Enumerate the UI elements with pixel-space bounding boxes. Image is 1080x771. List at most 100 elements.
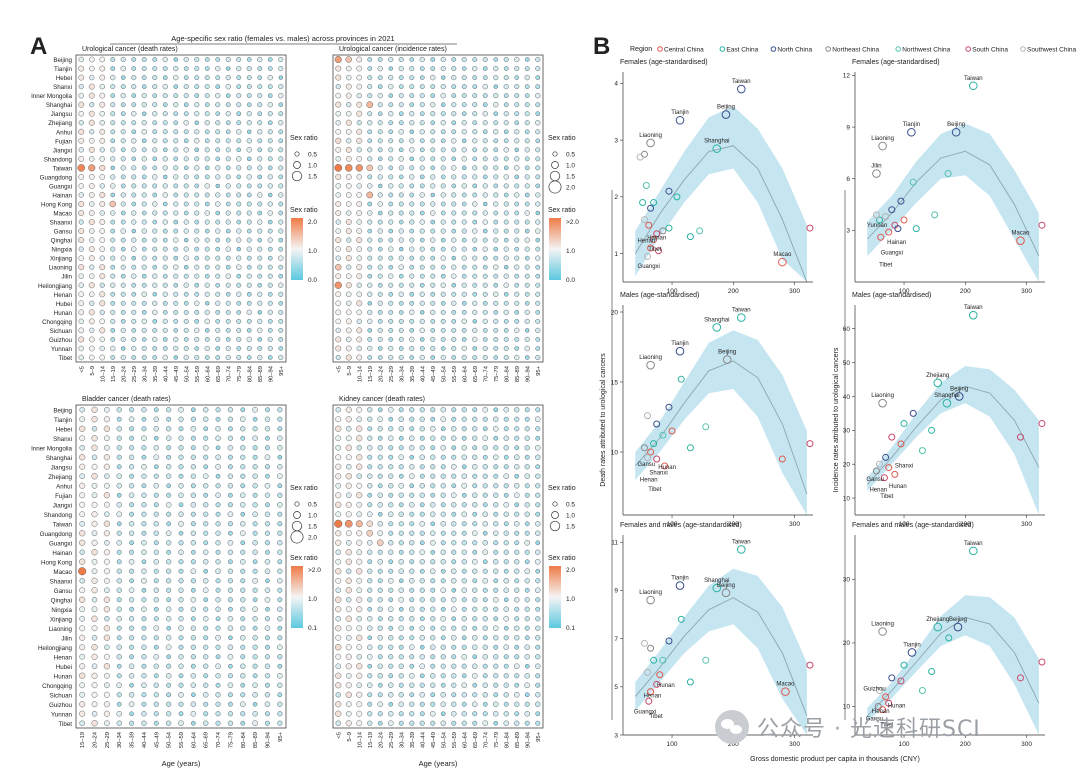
heatmap-cell [278, 318, 284, 324]
size-legend-circle [552, 151, 558, 157]
heatmap-cell [152, 66, 158, 72]
heatmap-cell [129, 473, 135, 479]
province-label: Chongqing [42, 683, 72, 690]
heatmap-cell [152, 264, 158, 270]
point-label: Taiwan [964, 541, 983, 547]
heatmap-cell [398, 219, 404, 225]
heatmap-cell [166, 483, 172, 489]
heatmap-cell [472, 464, 478, 470]
heatmap-cell [204, 336, 210, 342]
heatmap-cell [419, 129, 425, 135]
heatmap-cell [398, 502, 404, 508]
age-tick-label: 80–84 [247, 365, 253, 382]
data-point [945, 634, 953, 642]
heatmap-cell [356, 530, 363, 537]
heatmap-cell [88, 92, 95, 99]
heatmap-cell [225, 111, 231, 117]
heatmap-cell [430, 246, 436, 252]
heatmap-cell [184, 237, 189, 243]
heatmap-cell [387, 435, 394, 442]
heatmap-cell [377, 606, 383, 612]
heatmap-cell [173, 84, 178, 89]
heatmap-cell [141, 165, 147, 171]
point-label: Gansu [866, 477, 884, 483]
heatmap-cell [451, 568, 457, 574]
heatmap-cell [503, 416, 509, 422]
heatmap-cell [267, 138, 273, 144]
size-legend-circle [293, 161, 301, 169]
heatmap-cell [430, 300, 436, 306]
heatmap-cell [335, 192, 341, 198]
data-point [646, 138, 655, 148]
age-tick-label: 50–54 [184, 365, 190, 382]
province-label: Hebei [56, 426, 72, 433]
heatmap-cell [440, 327, 446, 333]
heatmap-cell [203, 701, 209, 707]
heatmap-cell [91, 663, 98, 670]
heatmap-cell [110, 291, 116, 297]
heatmap-cell [190, 502, 197, 508]
size-legend-label: 1.5 [308, 174, 317, 181]
heatmap-cell [440, 336, 446, 342]
heatmap-cell [367, 75, 373, 81]
data-point [806, 440, 814, 448]
heatmap-cell [278, 255, 284, 261]
heatmap-cell [153, 653, 160, 660]
heatmap-cell [131, 291, 137, 297]
heatmap-cell [440, 483, 446, 489]
heatmap-cell [116, 635, 122, 641]
heatmap-cell [236, 264, 242, 270]
heatmap-cell [429, 568, 436, 575]
heatmap-cell [493, 559, 499, 565]
heatmap-cell [440, 568, 446, 574]
heatmap-cell [483, 201, 488, 207]
heatmap-cell [141, 549, 147, 555]
heatmap-cell [162, 183, 168, 189]
heatmap-cell [355, 164, 363, 172]
age-tick-label: 20–24 [121, 365, 127, 382]
heatmap-title: Kidney cancer (death rates) [339, 396, 425, 403]
heatmap-cell [166, 511, 172, 517]
heatmap-cell [419, 578, 425, 584]
heatmap-cell [461, 102, 467, 108]
heatmap-cell [535, 156, 541, 162]
province-label: Yunnan [51, 711, 73, 718]
heatmap-cell [120, 138, 126, 144]
heatmap-cell [430, 635, 436, 641]
heatmap-cell [104, 511, 110, 518]
point-label: Tianjin [671, 341, 688, 347]
heatmap-cell [451, 426, 457, 432]
heatmap-cell [398, 111, 404, 116]
heatmap-cell [440, 210, 446, 216]
heatmap-cell [409, 57, 415, 62]
heatmap-cell [131, 120, 137, 126]
age-tick-label: 55–59 [195, 366, 201, 382]
heatmap-cell [265, 578, 270, 584]
age-tick-label: 30–34 [142, 365, 148, 382]
heatmap-cell [430, 435, 436, 441]
heatmap-cell [225, 129, 231, 135]
heatmap-cell [264, 540, 271, 546]
heatmap-cell [267, 318, 273, 324]
heatmap-cell [141, 644, 147, 650]
size-legend-label: 1.5 [566, 174, 575, 181]
heatmap-cell [277, 426, 283, 432]
heatmap-cell [190, 616, 196, 622]
heatmap-cell [278, 309, 284, 315]
heatmap-cell [173, 183, 179, 189]
heatmap-cell [88, 119, 95, 126]
heatmap-cell [493, 65, 499, 72]
heatmap-cell [535, 138, 541, 144]
heatmap-cell [257, 246, 263, 252]
point-label: Zhejiang [926, 373, 949, 379]
heatmap-cell [79, 615, 86, 622]
region-legend-label: North China [777, 47, 812, 54]
heatmap-cell [141, 426, 147, 432]
heatmap-cell [152, 210, 158, 216]
heatmap-cell [203, 682, 209, 688]
heatmap-cell [152, 111, 158, 117]
heatmap-cell [514, 549, 520, 555]
heatmap-cell [120, 327, 126, 334]
heatmap-cell [514, 540, 520, 546]
